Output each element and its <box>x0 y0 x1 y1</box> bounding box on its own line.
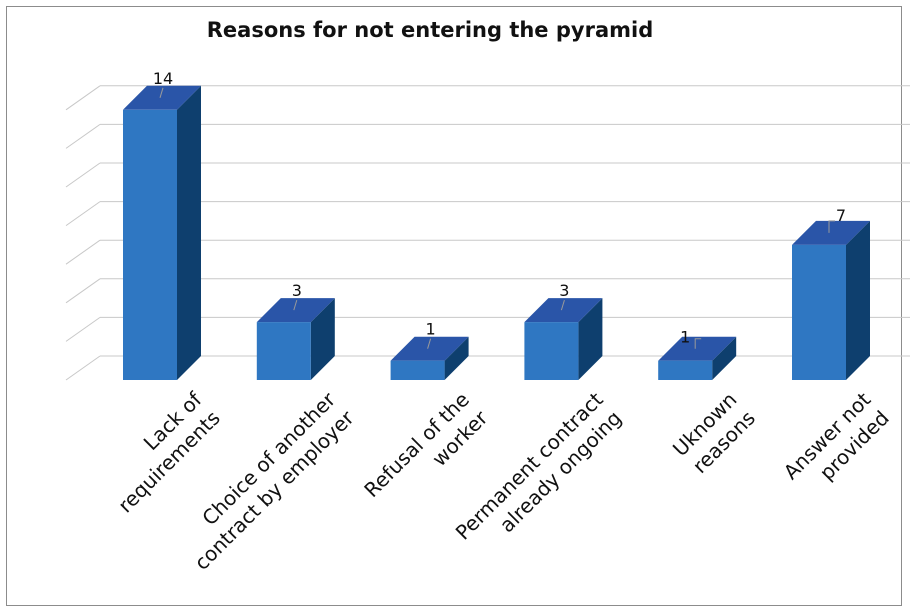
data-label-text: 3 <box>292 281 302 300</box>
data-label: 3 <box>559 281 569 311</box>
bar-top <box>390 336 469 361</box>
bar-top <box>524 298 603 323</box>
gridline-side <box>65 85 101 111</box>
bar <box>524 298 603 380</box>
bar <box>123 85 201 381</box>
data-label-text: 3 <box>559 281 569 300</box>
bar-side <box>444 336 469 380</box>
gridline-side <box>65 162 101 188</box>
bar-side <box>310 298 335 380</box>
bar-front <box>390 360 445 380</box>
data-labels: 14 3 1 3 1 7 <box>153 69 846 349</box>
bar <box>256 298 335 380</box>
bar-side <box>578 298 603 380</box>
bar-front <box>524 322 579 380</box>
gridline-side <box>65 239 101 265</box>
bar-side <box>177 85 201 381</box>
bar <box>390 336 469 380</box>
data-label-text: 1 <box>680 328 690 347</box>
chart-title: Reasons for not entering the pyramid <box>206 18 654 42</box>
bar <box>658 336 737 380</box>
data-label: 3 <box>292 281 302 311</box>
data-label-text: 14 <box>153 69 173 88</box>
bar-front <box>256 322 311 380</box>
data-label: 1 <box>680 328 702 349</box>
bars <box>123 85 870 381</box>
gridline-side <box>65 278 101 304</box>
bar-side <box>712 336 737 380</box>
data-label: 7 <box>828 206 846 233</box>
bar-top <box>256 298 335 323</box>
bar-side <box>846 220 870 380</box>
bar-top <box>123 85 201 110</box>
bar-top <box>792 220 870 245</box>
gridline-side <box>65 355 101 381</box>
gridline-side <box>65 201 101 227</box>
data-label: 14 <box>153 69 173 98</box>
data-label-text: 1 <box>426 320 436 339</box>
gridlines <box>65 85 910 381</box>
gridline-side <box>65 123 101 149</box>
bar-front <box>792 244 846 380</box>
bar-front <box>658 360 713 380</box>
data-label-text: 7 <box>836 206 846 225</box>
gridline-side <box>65 316 101 342</box>
bar <box>792 220 870 380</box>
bar-front <box>123 109 177 381</box>
data-label: 1 <box>426 320 436 349</box>
bar-top <box>658 336 737 361</box>
